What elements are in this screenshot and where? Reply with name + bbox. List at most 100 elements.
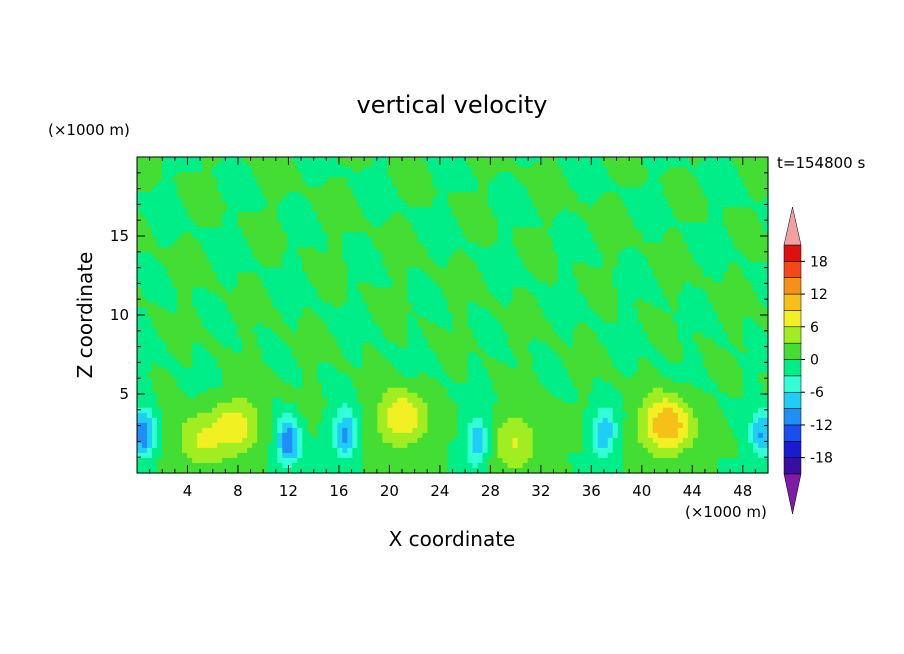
contour-cell (222, 287, 228, 294)
contour-cell (342, 222, 348, 228)
contour-cell (742, 327, 749, 334)
contour-cell (282, 217, 288, 223)
contour-cell (672, 232, 679, 238)
contour-cell (587, 222, 594, 228)
contour-cell (347, 322, 353, 329)
contour-cell (162, 222, 168, 228)
contour-cell (417, 237, 424, 243)
contour-cell (277, 302, 283, 309)
contour-cell (207, 312, 213, 319)
contour-cell (357, 222, 363, 228)
contour-cell (252, 177, 258, 183)
contour-cell (507, 202, 514, 208)
contour-cell (177, 337, 183, 344)
contour-cell (567, 262, 574, 268)
contour-cell (162, 332, 168, 339)
contour-cell (697, 187, 704, 193)
contour-cell (402, 212, 409, 218)
contour-cell (432, 352, 439, 359)
contour-cell (357, 247, 363, 253)
contour-cell (237, 347, 243, 354)
contour-cell (217, 232, 223, 238)
contour-cell (372, 297, 378, 304)
contour-cell (497, 267, 504, 273)
contour-cell (667, 292, 674, 299)
contour-cell (252, 347, 258, 354)
contour-cell (422, 232, 429, 238)
contour-cell (527, 157, 534, 163)
contour-cell (137, 257, 143, 263)
contour-cell (302, 282, 308, 289)
contour-cell (282, 292, 288, 299)
contour-cell (287, 167, 293, 173)
contour-cell (382, 287, 388, 294)
contour-cell (647, 297, 654, 304)
contour-cell (547, 192, 554, 198)
contour-cell (662, 207, 669, 213)
contour-cell (457, 212, 464, 218)
contour-cell (257, 297, 263, 304)
contour-cell (227, 217, 233, 223)
contour-cell (497, 292, 504, 299)
contour-cell (637, 317, 644, 324)
contour-cell (232, 187, 238, 193)
contour-cell (302, 177, 308, 183)
contour-cell (212, 187, 218, 193)
contour-cell (732, 212, 739, 218)
contour-cell (532, 157, 539, 163)
contour-cell (162, 202, 168, 208)
contour-cell (712, 167, 719, 173)
contour-cell (217, 192, 223, 198)
contour-cell (327, 217, 333, 223)
contour-cell (627, 162, 634, 168)
contour-cell (747, 237, 754, 243)
contour-cell (357, 212, 363, 218)
contour-cell (442, 207, 449, 213)
contour-cell (337, 237, 343, 243)
contour-cell (152, 247, 158, 253)
contour-cell (432, 157, 439, 163)
contour-cell (602, 192, 609, 198)
contour-cell (682, 312, 689, 319)
contour-cell (372, 262, 378, 268)
contour-cell (437, 192, 444, 198)
contour-cell (457, 332, 464, 339)
contour-cell (432, 332, 439, 339)
contour-cell (532, 307, 539, 314)
contour-cell (397, 212, 404, 218)
contour-cell (702, 277, 709, 283)
contour-cell (312, 262, 318, 268)
contour-cell (237, 297, 243, 304)
contour-cell (457, 282, 464, 289)
contour-cell (232, 172, 238, 178)
contour-cell (367, 332, 373, 339)
contour-cell (252, 352, 258, 359)
contour-cell (312, 242, 318, 248)
contour-cell (277, 237, 283, 243)
contour-cell (557, 157, 564, 163)
contour-cell (722, 177, 729, 183)
contour-cell (637, 197, 644, 203)
contour-cell (422, 352, 429, 359)
contour-cell (662, 267, 669, 273)
contour-cell (287, 207, 293, 213)
contour-cell (667, 347, 674, 354)
contour-cell (607, 282, 614, 289)
contour-cell (182, 317, 188, 324)
contour-cell (192, 277, 198, 283)
contour-cell (372, 207, 378, 213)
contour-cell (442, 267, 449, 273)
contour-cell (417, 227, 424, 233)
contour-cell (702, 177, 709, 183)
contour-cell (172, 172, 178, 178)
contour-cell (332, 352, 338, 359)
contour-cell (192, 342, 198, 349)
contour-cell (217, 332, 223, 339)
contour-cell (302, 182, 308, 188)
contour-cell (302, 207, 308, 213)
contour-cell (642, 342, 649, 349)
contour-cell (187, 247, 193, 253)
contour-cell (727, 332, 734, 339)
contour-cell (142, 337, 148, 344)
contour-cell (152, 297, 158, 304)
